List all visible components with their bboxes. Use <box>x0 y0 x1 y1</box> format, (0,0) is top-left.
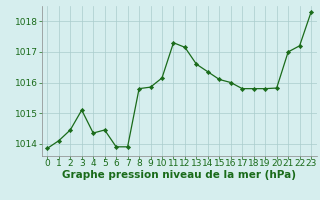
X-axis label: Graphe pression niveau de la mer (hPa): Graphe pression niveau de la mer (hPa) <box>62 170 296 180</box>
